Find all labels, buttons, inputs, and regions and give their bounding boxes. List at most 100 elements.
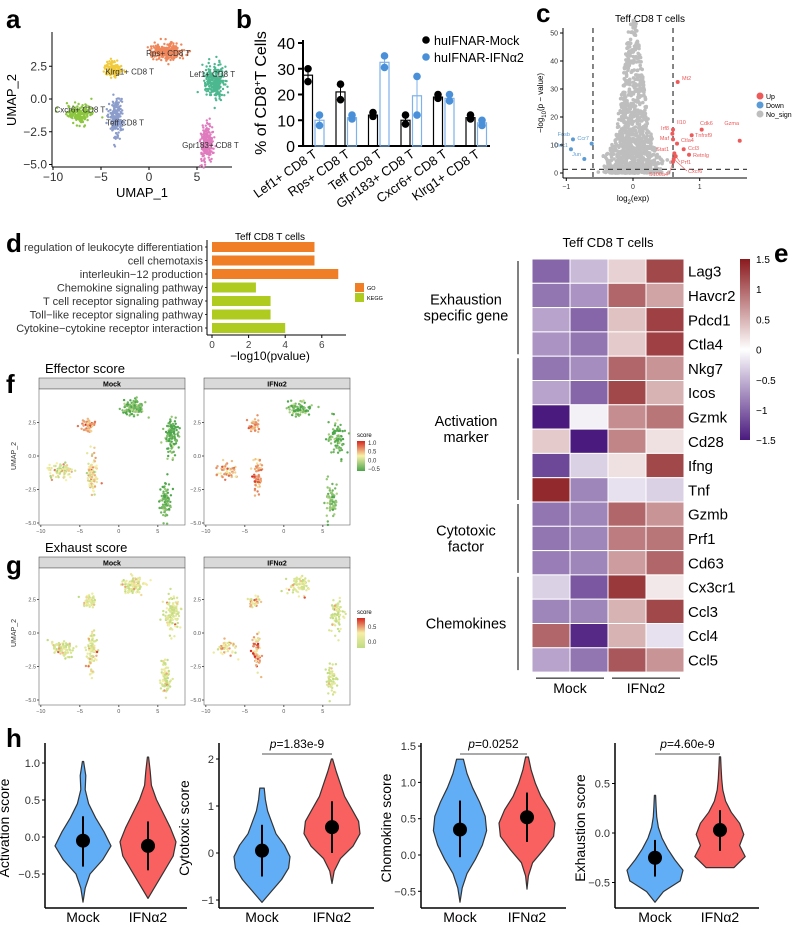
gene-point bbox=[629, 147, 633, 151]
cell-point bbox=[260, 464, 264, 467]
cell-point bbox=[205, 132, 208, 135]
cell-point bbox=[68, 642, 71, 645]
gene-point bbox=[628, 37, 633, 42]
term-label: cell chemotaxis bbox=[128, 256, 204, 268]
cell-point bbox=[332, 413, 335, 416]
cell-point bbox=[88, 673, 92, 676]
facet-label: IFNα2 bbox=[267, 382, 287, 389]
gene-point bbox=[637, 93, 641, 97]
cell-point bbox=[106, 60, 109, 64]
cell-point bbox=[64, 461, 67, 464]
gene-point bbox=[625, 99, 629, 103]
cell-point bbox=[128, 590, 131, 593]
cell-point bbox=[167, 684, 170, 687]
cell-point bbox=[149, 579, 152, 582]
cell-point bbox=[76, 110, 80, 114]
cell-point bbox=[180, 607, 183, 611]
cell-point bbox=[329, 685, 332, 688]
cell-point bbox=[325, 514, 328, 517]
x-tick-label: 5 bbox=[321, 529, 324, 535]
cell-point bbox=[334, 634, 337, 637]
gene-point bbox=[635, 109, 639, 114]
cell-point bbox=[248, 425, 251, 428]
cell-point bbox=[47, 468, 50, 471]
cell-point bbox=[333, 513, 336, 516]
cell-point bbox=[118, 407, 122, 411]
cell-point bbox=[221, 458, 225, 462]
cell-point bbox=[174, 625, 177, 628]
cell-point bbox=[88, 484, 91, 488]
cell-point bbox=[117, 131, 120, 134]
cell-point bbox=[105, 121, 108, 125]
gene-point bbox=[609, 151, 614, 155]
cluster-label: Lef1+ CD8 T bbox=[190, 70, 236, 79]
cell-point bbox=[89, 640, 92, 644]
gene-point bbox=[626, 155, 631, 160]
gene-point bbox=[626, 121, 630, 125]
p-value-label: p=4.60e-9 bbox=[659, 737, 715, 751]
cell-point bbox=[324, 438, 328, 441]
cell-point bbox=[336, 608, 339, 611]
cell-point bbox=[292, 409, 296, 413]
cell-point bbox=[338, 441, 341, 445]
replicate-point bbox=[348, 115, 356, 123]
cell-point bbox=[113, 125, 116, 128]
cell-point bbox=[171, 615, 175, 618]
cell-point bbox=[256, 596, 259, 599]
heatmap-cell bbox=[531, 477, 571, 503]
cell-point bbox=[135, 410, 139, 413]
cell-point bbox=[90, 648, 93, 651]
cell-point bbox=[303, 596, 306, 599]
gene-point bbox=[640, 119, 644, 123]
cell-point bbox=[90, 632, 94, 635]
gene-point bbox=[640, 131, 644, 136]
cell-point bbox=[331, 617, 335, 620]
gene-point bbox=[652, 159, 657, 164]
gene-point bbox=[619, 103, 623, 107]
cell-point bbox=[301, 582, 305, 586]
cell-point bbox=[157, 45, 160, 48]
cell-point bbox=[179, 626, 182, 629]
gene-point bbox=[605, 151, 610, 156]
cell-point bbox=[75, 645, 78, 648]
cell-point bbox=[73, 101, 77, 104]
heatmap-cell bbox=[607, 428, 647, 454]
legend-label: KEGG bbox=[367, 296, 383, 302]
cell-point bbox=[167, 592, 170, 596]
cell-point bbox=[162, 508, 165, 511]
gene-point bbox=[633, 99, 638, 103]
heatmap-cell bbox=[569, 452, 609, 479]
gene-point bbox=[606, 170, 611, 174]
cell-point bbox=[169, 627, 172, 630]
gene-point bbox=[616, 111, 621, 116]
cell-point bbox=[219, 77, 222, 80]
gene-point bbox=[626, 41, 630, 45]
cell-point bbox=[163, 42, 166, 46]
cell-point bbox=[210, 137, 214, 141]
cell-point bbox=[174, 623, 177, 626]
x-tick-label: 0 bbox=[117, 709, 120, 715]
gene-point bbox=[647, 130, 651, 134]
cell-point bbox=[114, 73, 117, 76]
gene-label: Havcr2 bbox=[688, 288, 736, 305]
y-tick-label: 50 bbox=[550, 31, 558, 38]
cell-point bbox=[254, 483, 257, 487]
cell-point bbox=[131, 591, 134, 595]
cell-point bbox=[330, 675, 334, 679]
cell-point bbox=[254, 458, 257, 461]
cell-point bbox=[204, 84, 207, 87]
cell-point bbox=[331, 682, 334, 686]
cell-point bbox=[95, 638, 99, 642]
cell-point bbox=[332, 504, 335, 507]
gene-label: Ctla4 bbox=[688, 337, 723, 354]
cell-point bbox=[180, 51, 183, 54]
cell-point bbox=[91, 630, 94, 633]
gene-point bbox=[631, 61, 635, 65]
cell-point bbox=[230, 474, 233, 477]
cell-point bbox=[64, 657, 67, 660]
cell-point bbox=[171, 677, 174, 681]
cell-point bbox=[84, 664, 88, 668]
replicate-point bbox=[466, 115, 475, 123]
cell-point bbox=[211, 86, 215, 90]
